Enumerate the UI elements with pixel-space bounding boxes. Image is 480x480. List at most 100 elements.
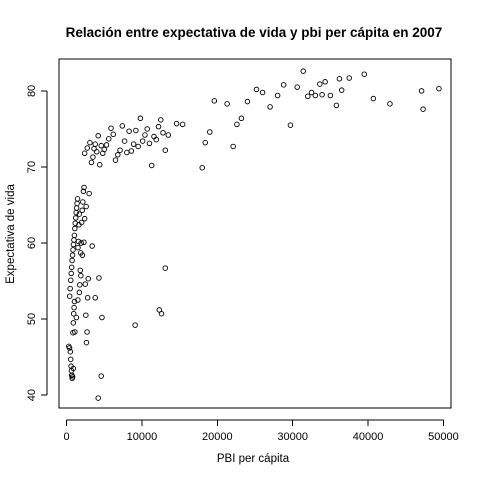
data-points xyxy=(66,68,442,401)
data-point xyxy=(70,365,77,372)
data-point xyxy=(72,329,78,335)
data-point xyxy=(75,238,82,245)
data-point xyxy=(67,285,73,292)
data-point xyxy=(86,190,92,197)
data-point xyxy=(67,356,74,363)
data-point xyxy=(78,240,84,246)
data-point xyxy=(128,148,135,154)
data-point xyxy=(76,211,83,217)
data-point xyxy=(96,161,103,168)
data-point xyxy=(132,322,138,328)
data-point xyxy=(158,117,164,123)
data-point xyxy=(418,88,425,94)
chart-title: Relación entre expectativa de vida y pbi… xyxy=(66,25,443,40)
data-point xyxy=(130,141,137,147)
data-point xyxy=(144,126,150,132)
data-point xyxy=(274,92,281,99)
data-point xyxy=(112,157,119,163)
data-point xyxy=(93,149,100,155)
data-point xyxy=(312,92,319,99)
data-point xyxy=(81,184,87,191)
data-point xyxy=(92,294,98,301)
data-point xyxy=(66,345,73,351)
data-point xyxy=(79,207,85,214)
data-point xyxy=(146,140,153,147)
data-point xyxy=(71,304,77,311)
data-point xyxy=(81,215,88,222)
data-point xyxy=(267,104,273,110)
data-point xyxy=(71,298,78,305)
data-point xyxy=(387,101,393,107)
data-point xyxy=(69,252,76,258)
data-point xyxy=(259,89,266,96)
data-point xyxy=(142,132,148,138)
data-point xyxy=(83,203,89,210)
y-tick-label: 70 xyxy=(26,161,38,173)
data-point xyxy=(90,154,96,160)
data-point xyxy=(336,76,343,82)
data-point xyxy=(117,147,123,153)
x-tick-label: 50000 xyxy=(428,431,459,443)
data-point xyxy=(126,128,132,134)
data-point xyxy=(160,130,166,136)
data-point xyxy=(68,270,74,277)
data-point xyxy=(84,294,91,301)
data-point xyxy=(78,272,84,279)
data-point xyxy=(436,85,442,92)
data-point xyxy=(121,138,128,144)
data-point xyxy=(70,320,77,326)
data-point xyxy=(108,125,114,131)
data-point xyxy=(162,265,169,271)
data-point xyxy=(346,75,352,81)
data-point xyxy=(91,145,97,152)
data-point xyxy=(327,92,334,99)
data-point xyxy=(322,79,328,85)
data-point xyxy=(70,247,76,253)
data-point xyxy=(308,89,315,96)
data-point xyxy=(77,267,84,274)
x-axis: 0 10000 20000 30000 40000 50000 xyxy=(63,419,459,443)
data-point xyxy=(81,150,88,157)
data-point xyxy=(95,395,101,401)
data-point xyxy=(84,145,91,151)
data-point xyxy=(80,188,87,195)
data-point xyxy=(76,289,83,296)
data-point xyxy=(110,131,117,138)
data-point xyxy=(179,121,186,128)
data-point xyxy=(99,314,105,321)
data-point xyxy=(244,98,251,105)
x-axis-label: PBI per cápita xyxy=(217,453,290,465)
data-point xyxy=(207,129,213,135)
data-point xyxy=(124,149,130,156)
y-axis-label: Expectativa de vida xyxy=(5,184,17,284)
y-tick-label: 40 xyxy=(26,389,38,401)
data-point xyxy=(69,372,75,379)
data-point xyxy=(305,93,311,100)
data-point xyxy=(96,275,102,281)
data-point xyxy=(72,225,78,232)
data-point xyxy=(98,142,104,149)
y-tick-label: 50 xyxy=(26,313,38,325)
data-point xyxy=(73,314,80,321)
x-tick-label: 30000 xyxy=(277,431,308,443)
data-point xyxy=(83,339,90,346)
data-point xyxy=(153,136,159,143)
data-point xyxy=(361,71,368,77)
data-point xyxy=(300,68,306,74)
x-tick-label: 40000 xyxy=(353,431,384,443)
data-point xyxy=(75,244,81,251)
data-point xyxy=(69,257,75,264)
data-point xyxy=(87,139,93,146)
data-point xyxy=(70,241,77,248)
data-point xyxy=(101,146,107,153)
data-point xyxy=(211,98,218,104)
data-point xyxy=(139,138,146,144)
data-point xyxy=(73,205,80,211)
data-point xyxy=(98,373,104,379)
data-point xyxy=(162,147,169,153)
data-point xyxy=(133,127,139,134)
data-point xyxy=(103,142,110,148)
plot-frame xyxy=(58,58,452,409)
